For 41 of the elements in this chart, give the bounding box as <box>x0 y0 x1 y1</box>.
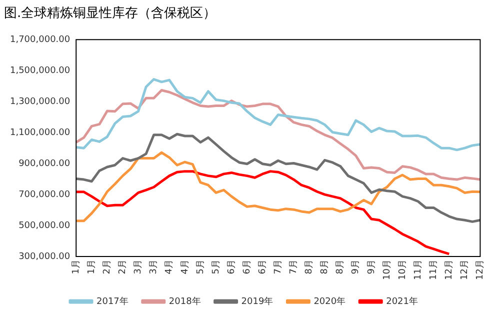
x-tick-label: 8月 <box>320 260 330 274</box>
y-tick-label: 1,500,000.00 <box>10 66 70 76</box>
x-tick-label: 1月 <box>71 260 82 274</box>
x-tick-label: 7月 <box>289 260 300 274</box>
legend-label: 2017年 <box>96 296 128 307</box>
x-tick-label: 8月 <box>336 260 346 274</box>
x-tick-label: 6月 <box>258 260 268 274</box>
y-tick-label: 1,700,000.00 <box>10 34 70 45</box>
x-tick-label: 2月 <box>102 260 113 274</box>
x-tick-label: 7月 <box>274 260 284 274</box>
chart-title: 图.全球精炼铜显性库存（含保税区） <box>4 6 216 22</box>
x-tick-label: 2月 <box>118 260 128 274</box>
x-tick-label: 4月 <box>180 260 190 274</box>
x-tick-label: 8月 <box>304 260 315 274</box>
y-tick-label: 500,000.00 <box>18 220 70 231</box>
x-tick-label: 12月 <box>476 260 486 280</box>
x-tick-label: 6月 <box>226 260 237 274</box>
y-tick-label: 700,000.00 <box>18 190 70 200</box>
y-tick-label: 900,000.00 <box>18 158 70 169</box>
x-tick-label: 5月 <box>211 260 222 274</box>
x-tick-label: 4月 <box>164 260 175 274</box>
x-tick-label: 3月 <box>134 260 144 274</box>
y-tick-label: 1,300,000.00 <box>10 96 70 107</box>
x-tick-label: 11月 <box>428 260 439 280</box>
y-tick-label: 300,000.00 <box>18 252 70 262</box>
legend-label: 2021年 <box>386 296 418 307</box>
y-tick-label: 1,100,000.00 <box>10 128 70 138</box>
x-tick-label: 5月 <box>196 260 206 274</box>
x-tick-label: 10月 <box>382 260 392 280</box>
x-tick-label: 10月 <box>398 260 408 280</box>
x-tick-label: 12月 <box>460 260 470 280</box>
x-tick-label: 12月 <box>444 260 454 280</box>
legend-label: 2018年 <box>168 296 201 307</box>
x-tick-label: 1月 <box>87 260 98 274</box>
x-tick-label: 11月 <box>413 260 424 280</box>
x-tick-label: 3月 <box>149 260 160 274</box>
x-tick-label: 9月 <box>366 260 377 274</box>
legend-label: 2020年 <box>314 296 346 307</box>
legend-label: 2019年 <box>241 296 274 307</box>
x-tick-label: 9月 <box>351 260 362 274</box>
x-tick-label: 6月 <box>242 260 252 274</box>
